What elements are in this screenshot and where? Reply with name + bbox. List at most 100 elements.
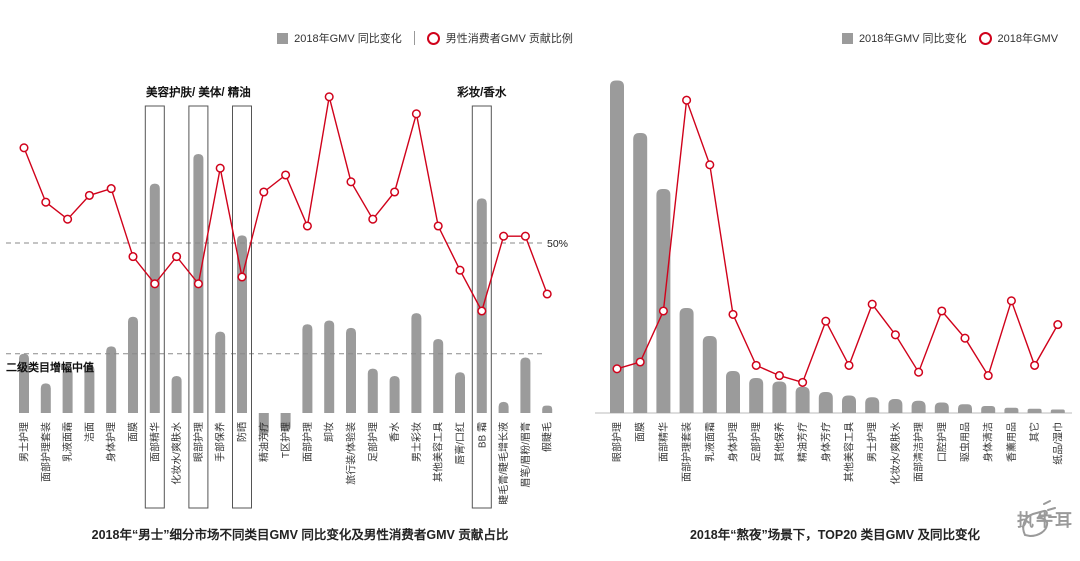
bar — [324, 320, 335, 413]
bar — [433, 339, 444, 413]
line-marker — [215, 163, 225, 173]
bar — [795, 386, 810, 413]
x-axis-label: 化妆水/爽肤水 — [170, 422, 183, 485]
bar-swatch-icon — [277, 32, 289, 44]
bar — [19, 353, 29, 413]
bar — [84, 364, 95, 413]
reference-line-label: 50% — [547, 238, 568, 250]
line-marker — [867, 299, 877, 309]
x-axis-label: 眼部护理 — [192, 422, 205, 462]
bar — [171, 376, 182, 413]
x-axis-label: 化妆水/爽肤水 — [889, 422, 902, 485]
line-marker — [844, 360, 854, 370]
x-axis-label: 眉笔/眉粉/眉膏 — [519, 422, 532, 488]
line-marker — [281, 170, 291, 180]
bar — [656, 189, 671, 413]
line-marker — [368, 214, 378, 224]
line-marker — [455, 265, 465, 275]
line-swatch-icon — [426, 31, 440, 45]
bar — [679, 308, 694, 413]
x-axis-label: 唇膏/口红 — [454, 422, 467, 465]
x-axis-label: 精油芳疗 — [257, 422, 270, 462]
highlight-group-label: 彩妆/香水 — [456, 85, 507, 99]
bar — [128, 316, 138, 413]
line-marker — [477, 306, 487, 316]
highlight-group-label: 美容护肤/ 美体/ 精油 — [146, 85, 251, 99]
line-marker — [612, 364, 622, 374]
x-axis-label: 手部保养 — [214, 422, 227, 462]
line-marker — [1030, 360, 1040, 370]
x-axis-label: 面膜 — [635, 422, 647, 442]
right-chart-legend: 2018年GMV 同比变化 2018年GMV — [820, 30, 1080, 46]
x-axis-label: 身体清洁 — [982, 422, 995, 462]
x-axis-label: 男士护理 — [866, 422, 879, 462]
bar — [258, 413, 269, 436]
bar — [62, 368, 73, 413]
line-marker — [150, 279, 160, 289]
line-marker — [542, 289, 552, 299]
legend-item-gmv-change: 2018年GMV 同比变化 — [841, 30, 967, 46]
line-marker — [41, 197, 51, 207]
x-axis-label: 香水 — [389, 422, 401, 442]
line-marker — [346, 177, 356, 187]
x-axis-label: 面部清洁护理 — [912, 422, 925, 482]
bar — [1027, 408, 1042, 413]
line-marker — [751, 360, 761, 370]
line-marker — [237, 272, 247, 282]
bar — [911, 400, 926, 413]
line-marker — [890, 330, 900, 340]
line-marker — [128, 252, 138, 262]
highlight-box — [188, 105, 209, 509]
line-marker — [302, 221, 312, 231]
x-axis-label: 其他美容工具 — [843, 422, 856, 482]
x-axis-label: 男士护理 — [18, 422, 31, 462]
x-axis-label: BB 霜 — [476, 422, 488, 448]
bar — [280, 413, 291, 432]
line-marker — [682, 95, 692, 105]
x-axis-label: 乳液面霜 — [703, 422, 716, 462]
bar — [633, 133, 648, 413]
x-axis-label: 口腔护理 — [935, 422, 948, 462]
bar — [476, 198, 487, 413]
line-marker — [821, 316, 831, 326]
left-chart-caption: 2018年“男士”细分市场不同类目GMV 同比变化及男性消费者GMV 贡献占比 — [91, 528, 509, 542]
bar — [934, 402, 949, 413]
x-axis-label: 洁面 — [83, 422, 96, 442]
x-axis-label: 睫毛膏/睫毛增长液 — [497, 422, 510, 505]
line-marker — [193, 279, 203, 289]
highlight-box — [144, 105, 165, 509]
x-axis-label: 其它 — [1028, 422, 1041, 442]
x-axis-label: 防晒 — [236, 422, 249, 442]
x-axis-label: T区护理 — [279, 422, 292, 458]
trend-line — [23, 96, 548, 313]
bar — [40, 383, 51, 413]
right-chart-caption: 2018年“熬夜”场景下，TOP20 类目GMV 及同比变化 — [689, 528, 981, 542]
line-marker — [411, 109, 421, 119]
x-axis-label: 面部护理套装 — [39, 422, 52, 482]
line-marker — [390, 187, 400, 197]
line-marker — [63, 214, 73, 224]
line-marker — [635, 357, 645, 367]
legend-label: 2018年GMV — [997, 33, 1059, 45]
line-marker — [259, 187, 269, 197]
line-marker — [1053, 320, 1063, 330]
line-marker — [520, 231, 530, 241]
bar — [520, 357, 531, 413]
line-marker — [324, 92, 334, 102]
line-marker — [19, 143, 29, 153]
bar — [610, 80, 624, 413]
x-axis-label: 精油芳疗 — [796, 422, 809, 462]
bar — [215, 331, 226, 413]
x-axis-label: 面部护理套装 — [680, 422, 693, 482]
x-axis-label: 卸妆 — [323, 422, 336, 442]
line-marker — [106, 184, 116, 194]
left-chart-legend: 2018年GMV 同比变化 男性消费者GMV 贡献比例 — [145, 30, 705, 46]
x-axis-label: 足部护理 — [366, 422, 379, 462]
x-axis-label: 面部护理 — [301, 422, 314, 462]
line-marker — [658, 306, 668, 316]
legend-item-gmv-change: 2018年GMV 同比变化 — [277, 30, 402, 46]
bar — [498, 401, 509, 413]
bar — [865, 397, 880, 413]
